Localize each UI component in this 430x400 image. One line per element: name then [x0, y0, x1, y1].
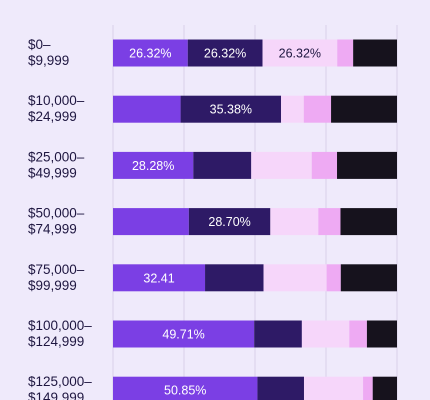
bar-segment	[349, 320, 367, 348]
bar-segment	[326, 264, 341, 292]
bar-segment	[205, 264, 264, 292]
bar-segment	[113, 208, 189, 236]
category-label-line: $124,999	[28, 334, 84, 349]
bar-segment	[113, 95, 181, 123]
category-label-line: $25,000–	[28, 149, 85, 164]
bar-segment	[363, 376, 373, 400]
category-label-line: $24,999	[28, 109, 77, 124]
data-label: 26.32%	[204, 47, 246, 61]
bar-segment	[188, 208, 271, 236]
category-label-line: $50,000–	[28, 206, 85, 221]
category-label-line: $74,999	[28, 222, 77, 237]
category-label: $0– $9,999	[28, 37, 69, 68]
data-label: 49.71%	[162, 328, 204, 342]
category-label-line: $10,000–	[28, 93, 85, 108]
bar-segment	[262, 39, 338, 67]
category-label: $100,000– $124,999	[28, 318, 92, 349]
bar-segment	[270, 208, 319, 236]
bar-segment	[254, 320, 302, 348]
bar-segment	[257, 376, 304, 400]
category-label-line: $125,000–	[28, 374, 92, 389]
bar-segment	[337, 151, 397, 179]
bar-segment	[113, 376, 258, 400]
bar-segment	[251, 151, 312, 179]
bar-segment	[340, 208, 397, 236]
bar-segment	[113, 320, 255, 348]
bar-segment	[372, 376, 397, 400]
data-label: 26.32%	[129, 47, 171, 61]
bar-segment	[366, 320, 397, 348]
data-label: 28.28%	[132, 159, 174, 173]
category-label: $10,000– $24,999	[28, 93, 85, 124]
bar-segment	[263, 264, 327, 292]
category-label: $50,000– $74,999	[28, 206, 85, 237]
bar-segment	[303, 95, 332, 123]
data-label: 26.32%	[279, 47, 321, 61]
bar-segment	[113, 264, 206, 292]
category-label: $25,000– $49,999	[28, 149, 85, 180]
data-label: 35.38%	[210, 103, 252, 117]
bar-segment	[180, 95, 282, 123]
bar-segment	[311, 151, 338, 179]
category-label-line: $9,999	[28, 53, 69, 68]
category-label: $125,000– $149,999	[28, 374, 92, 400]
category-label-line: $99,999	[28, 278, 77, 293]
bar-segment	[113, 39, 188, 67]
category-label-line: $49,999	[28, 165, 77, 180]
bar-segment	[193, 151, 252, 179]
bar-segment	[303, 376, 364, 400]
category-label-line: $100,000–	[28, 318, 92, 333]
data-label: 28.70%	[208, 215, 250, 229]
data-label: 32.41	[143, 271, 174, 285]
data-label: 50.85%	[164, 384, 206, 398]
bar-segment	[331, 95, 397, 123]
bar-segment	[337, 39, 354, 67]
bar-segment	[340, 264, 397, 292]
bar-segment	[281, 95, 304, 123]
bar-segment	[318, 208, 341, 236]
category-label-line: $0–	[28, 37, 51, 52]
bar-segment	[301, 320, 350, 348]
bar-segment	[113, 151, 194, 179]
bar-segment	[353, 39, 397, 67]
category-label: $75,000– $99,999	[28, 262, 85, 293]
category-label-line: $75,000–	[28, 262, 85, 277]
bar-segment	[187, 39, 263, 67]
category-label-line: $149,999	[28, 390, 84, 400]
